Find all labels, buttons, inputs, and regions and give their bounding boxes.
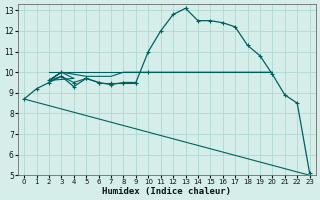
X-axis label: Humidex (Indice chaleur): Humidex (Indice chaleur)	[102, 187, 231, 196]
